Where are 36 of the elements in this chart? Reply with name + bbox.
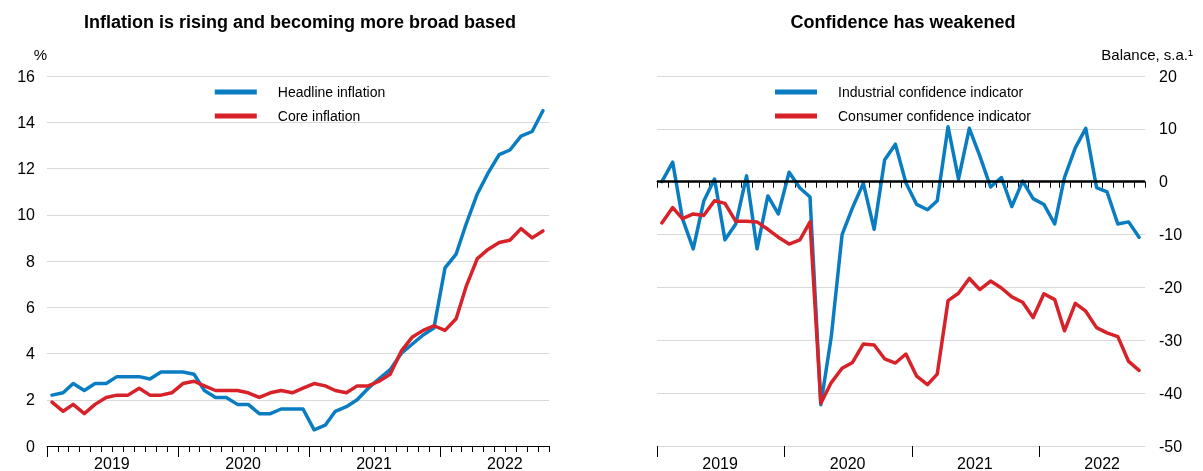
y2-tick-label: -30 [1159, 331, 1183, 349]
y-tick-label: 10 [17, 206, 36, 224]
chart-title: Inflation is rising and becoming more broad based [83, 12, 517, 32]
y-tick-label: 4 [26, 345, 36, 362]
legend-label: Industrial confidence indicator [838, 84, 1024, 100]
line-series [50, 108, 545, 432]
y2-tick-label: -10 [1159, 226, 1183, 244]
y2-tick-label: -40 [1159, 384, 1183, 402]
y2-tick-label: 20 [1159, 67, 1177, 85]
chart-title: Confidence has weakened [790, 12, 1016, 32]
legend-label: Consumer confidence indicator [838, 108, 1032, 124]
y-tick-label: 12 [17, 160, 36, 177]
y-tick-label: 0 [26, 437, 36, 455]
x-tick-label: 2020 [225, 454, 262, 471]
legend-label: Headline inflation [277, 84, 386, 100]
y-tick-label: 2 [26, 391, 36, 409]
x-tick-label: 2019 [702, 454, 738, 471]
y-tick-label: 14 [17, 113, 36, 131]
y-tick-label: 6 [26, 298, 36, 316]
x-tick-label: 2021 [957, 454, 993, 471]
x-tick-label: 2021 [356, 454, 392, 471]
y2-axis-title: Balance, s.a.¹ [1101, 46, 1193, 63]
y2-tick-label: -50 [1159, 437, 1183, 455]
y-tick-label: 16 [17, 67, 36, 85]
y-axis-title: % [33, 46, 47, 63]
line-series [50, 226, 545, 416]
x-tick-label: 2019 [94, 454, 130, 471]
line-series [660, 198, 1141, 405]
x-tick-label: 2022 [487, 454, 523, 471]
y-tick-label: 8 [26, 252, 36, 270]
x-tick-label: 2020 [829, 454, 866, 471]
x-tick-label: 2022 [1084, 454, 1121, 471]
legend-label: Core inflation [277, 108, 361, 124]
y2-tick-label: 10 [1159, 120, 1177, 138]
y2-tick-label: 0 [1159, 173, 1168, 191]
y2-tick-label: -20 [1159, 278, 1183, 296]
